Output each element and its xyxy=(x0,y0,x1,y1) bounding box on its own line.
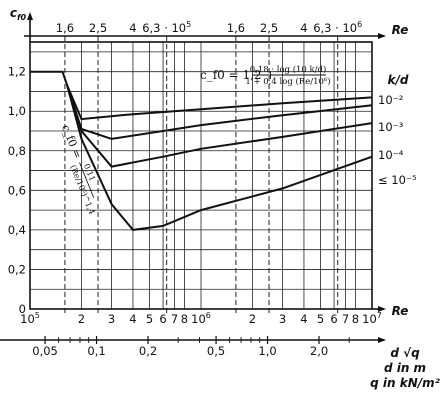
y-tick-label: 0,2 xyxy=(8,262,26,276)
secondary-tick-label: 0,05 xyxy=(32,344,58,358)
x-tick-label-top: 2,5 xyxy=(260,21,278,35)
legend-label-0: 10⁻² xyxy=(378,93,403,107)
y-axis-label: cf0 xyxy=(10,6,27,22)
x-tick-label-bottom: 107 xyxy=(362,311,382,326)
y-axis-arrow xyxy=(27,12,33,20)
x-tick-label-top: 6,3 · 105 xyxy=(142,20,191,35)
x-tick-label-bottom: 106 xyxy=(191,311,211,326)
axes xyxy=(24,12,386,312)
formula-upper-lhs: c_f0 = 1,2 + xyxy=(200,68,275,82)
x-axis-arrow-top xyxy=(378,33,386,39)
x-tick-label-bottom: 8 xyxy=(352,312,359,326)
x-axis-label-bottom: Re xyxy=(392,304,409,318)
x-tick-label-top: 4 xyxy=(129,21,136,35)
secondary-tick-label: 2,0 xyxy=(310,344,328,358)
formula-upper-numerator: 0,18 · log (10 k/d) xyxy=(250,64,327,75)
x-tick-label-bottom: 7 xyxy=(171,312,178,326)
plot-frame xyxy=(29,41,373,310)
x-tick-label-bottom: 2 xyxy=(78,312,85,326)
x-tick-label-bottom: 105 xyxy=(20,311,40,326)
x-tick-label-bottom: 6 xyxy=(330,312,337,326)
secondary-axis: 0,05 0,1 0,2 0,5 1,0 2,0 d √qd in mq in kN/m² xyxy=(0,336,441,390)
formulas: c_f0 = 1,2 +0,18 · log (10 k/d)1 + 0,4 l… xyxy=(59,64,331,216)
x-tick-label-bottom: 5 xyxy=(317,312,324,326)
secondary-tick-label: 0,1 xyxy=(87,344,105,358)
formula-upper-denominator: 1 + 0,4 log (Re/10⁶) xyxy=(245,76,330,87)
series-line-3 xyxy=(66,85,373,231)
x-tick-label-top: 4 xyxy=(300,21,307,35)
y-tick-label: 0,8 xyxy=(8,144,26,158)
secondary-axis-arrow xyxy=(378,337,386,343)
y-tick-label: 1,2 xyxy=(8,65,26,79)
x-tick-label-bottom: 5 xyxy=(146,312,153,326)
y-tick-label: 0,6 xyxy=(8,183,26,197)
x-tick-label-top: 2,5 xyxy=(89,21,107,35)
secondary-tick-label: 0,2 xyxy=(139,344,157,358)
x-tick-label-bottom: 4 xyxy=(129,312,136,326)
y-tick-label: 0 xyxy=(19,302,26,316)
secondary-axis-label-1: d √q xyxy=(390,346,420,360)
x-axis-arrow-bottom xyxy=(378,306,386,312)
y-tick-label: 0,4 xyxy=(8,223,26,237)
legend-label-2: 10⁻⁴ xyxy=(378,148,404,162)
x-tick-label-bottom: 3 xyxy=(279,312,286,326)
legend-label-3: ≤ 10⁻⁵ xyxy=(378,173,417,187)
legend: k/d 10⁻² 10⁻³ 10⁻⁴ ≤ 10⁻⁵ xyxy=(378,73,417,187)
legend-label-1: 10⁻³ xyxy=(378,120,404,134)
formula-lower-fraction-bar xyxy=(79,162,95,198)
x-tick-label-top: 1,6 xyxy=(227,21,245,35)
x-tick-label-bottom: 8 xyxy=(181,312,188,326)
legend-title: k/d xyxy=(388,73,409,87)
x-tick-label-top: 1,6 xyxy=(56,21,74,35)
x-tick-label-bottom: 4 xyxy=(300,312,307,326)
series-line-0 xyxy=(30,70,373,121)
secondary-axis-label-3: q in kN/m² xyxy=(370,376,441,390)
x-tick-label-bottom: 2 xyxy=(249,312,256,326)
x-tick-label-bottom: 6 xyxy=(159,312,166,326)
secondary-axis-label-2: d in m xyxy=(384,361,426,375)
secondary-tick-label: 1,0 xyxy=(258,344,276,358)
x-tick-label-bottom: 3 xyxy=(108,312,115,326)
secondary-tick-label: 0,5 xyxy=(207,344,225,358)
x-tick-label-bottom: 7 xyxy=(342,312,349,326)
x-axis-label-top: Re xyxy=(392,23,409,37)
series-line-2 xyxy=(66,85,373,168)
series-lines xyxy=(30,70,373,231)
y-tick-label: 1,0 xyxy=(8,104,26,118)
x-tick-label-top: 6,3 · 106 xyxy=(313,20,362,35)
